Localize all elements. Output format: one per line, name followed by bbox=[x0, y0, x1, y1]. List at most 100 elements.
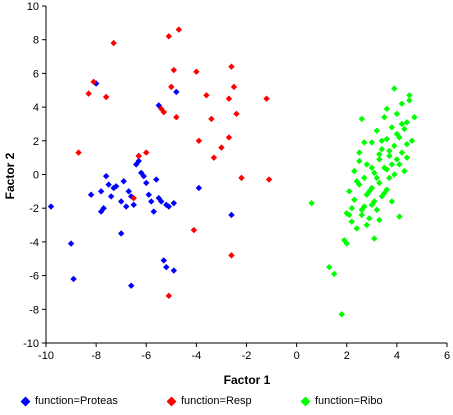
data-point-series-3 bbox=[378, 193, 386, 200]
data-point-series-3 bbox=[373, 206, 381, 214]
data-point-series-2 bbox=[263, 95, 270, 102]
x-tick-label: -10 bbox=[38, 350, 54, 362]
data-point-series-2 bbox=[173, 114, 180, 121]
data-point-series-1 bbox=[107, 193, 115, 200]
data-point-series-3 bbox=[358, 115, 365, 123]
data-point-series-1 bbox=[123, 203, 130, 210]
scatter-chart: -10 -8 -6 -4 -2 0 2 4 6 -10 -8 -6 -4 -2 0 2 4 6 8 10 Factor… bbox=[3, 1, 450, 387]
data-point-series-3 bbox=[401, 125, 408, 133]
data-point-series-3 bbox=[398, 120, 406, 128]
data-point-series-1 bbox=[47, 203, 55, 210]
data-point-series-1 bbox=[153, 176, 160, 183]
data-point-series-3 bbox=[356, 157, 363, 165]
x-tick-label: 6 bbox=[444, 350, 450, 362]
data-point-series-3 bbox=[353, 225, 360, 232]
data-point-series-3 bbox=[371, 169, 378, 177]
data-point-series-1 bbox=[165, 203, 173, 210]
data-point-series-2 bbox=[195, 137, 203, 144]
data-point-series-1 bbox=[70, 275, 77, 283]
data-point-series-1 bbox=[120, 178, 127, 185]
data-point-series-3 bbox=[406, 92, 413, 99]
data-point-series-3 bbox=[376, 179, 383, 187]
data-point-series-3 bbox=[368, 201, 376, 209]
data-point-series-1 bbox=[125, 188, 132, 195]
data-point-series-3 bbox=[393, 156, 401, 163]
y-tick-label: 4 bbox=[33, 102, 39, 114]
data-point-series-1 bbox=[160, 257, 167, 264]
data-point-series-1 bbox=[67, 240, 75, 247]
data-point-series-2 bbox=[265, 176, 273, 183]
data-point-series-3 bbox=[371, 235, 378, 242]
data-point-series-1 bbox=[102, 172, 110, 180]
data-point-series-3 bbox=[348, 218, 355, 225]
data-point-series-1 bbox=[150, 208, 157, 215]
y-axis-title: Factor 2 bbox=[3, 152, 17, 199]
data-point-series-3 bbox=[346, 188, 353, 195]
data-point-series-1 bbox=[92, 80, 100, 87]
data-point-series-3 bbox=[368, 164, 376, 171]
legend-label: function=Resp bbox=[181, 395, 252, 407]
data-point-series-3 bbox=[361, 139, 368, 146]
data-point-series-3 bbox=[351, 167, 358, 175]
data-point-series-3 bbox=[358, 211, 365, 219]
data-point-series-2 bbox=[225, 95, 233, 102]
legend-item-series-3: function=Ribo bbox=[300, 395, 383, 407]
legend-item-series-2: function=Resp bbox=[166, 395, 252, 407]
legend: function=Proteas function=Resp function=Ri… bbox=[0, 393, 453, 413]
data-point-series-1 bbox=[170, 199, 178, 207]
data-point-series-1 bbox=[148, 198, 155, 205]
y-tick-label: -6 bbox=[29, 271, 39, 283]
y-tick-label: 8 bbox=[33, 35, 39, 47]
y-tick-label: -8 bbox=[29, 304, 39, 316]
data-point-series-1 bbox=[100, 205, 107, 212]
data-point-series-3 bbox=[383, 105, 391, 112]
data-point-series-3 bbox=[346, 211, 353, 219]
data-point-series-3 bbox=[376, 156, 383, 163]
data-point-series-1 bbox=[117, 230, 125, 237]
data-point-series-2 bbox=[225, 134, 233, 141]
data-point-series-3 bbox=[361, 174, 368, 182]
data-point-series-3 bbox=[378, 137, 386, 144]
data-point-series-3 bbox=[386, 147, 393, 155]
data-point-series-2 bbox=[168, 83, 175, 91]
data-point-series-2 bbox=[143, 149, 150, 156]
data-point-series-3 bbox=[348, 205, 355, 212]
data-point-series-2 bbox=[190, 226, 198, 234]
data-point-series-3 bbox=[386, 152, 393, 160]
data-point-series-3 bbox=[366, 215, 373, 222]
data-point-series-2 bbox=[165, 33, 173, 40]
data-point-series-3 bbox=[363, 161, 370, 168]
data-point-series-3 bbox=[406, 97, 413, 104]
data-point-series-2 bbox=[130, 194, 137, 202]
data-point-series-1 bbox=[228, 211, 235, 219]
data-point-series-3 bbox=[338, 311, 345, 318]
data-point-series-3 bbox=[401, 167, 408, 175]
legend-label: function=Ribo bbox=[315, 395, 383, 407]
data-point-series-3 bbox=[373, 127, 381, 134]
data-point-series-1 bbox=[155, 194, 162, 202]
legend-swatch bbox=[300, 396, 311, 406]
data-point-series-1 bbox=[128, 193, 135, 200]
data-point-series-3 bbox=[393, 110, 401, 118]
data-point-series-3 bbox=[388, 124, 396, 131]
x-axis-title: Factor 1 bbox=[224, 373, 271, 387]
data-point-series-1 bbox=[135, 157, 142, 165]
y-tick-label: 10 bbox=[27, 1, 39, 13]
data-point-series-2 bbox=[165, 292, 173, 300]
data-point-series-3 bbox=[361, 203, 368, 210]
data-point-series-2 bbox=[218, 144, 225, 151]
data-point-series-3 bbox=[391, 171, 398, 178]
data-point-series-3 bbox=[341, 237, 348, 244]
data-point-series-2 bbox=[160, 108, 167, 116]
x-tick-label: 2 bbox=[344, 350, 350, 362]
plot-area bbox=[47, 26, 418, 318]
data-point-series-2 bbox=[203, 92, 210, 99]
data-point-series-3 bbox=[376, 216, 383, 224]
data-point-series-3 bbox=[363, 191, 370, 198]
data-point-series-3 bbox=[373, 174, 381, 182]
legend-swatch bbox=[20, 396, 31, 406]
data-point-series-3 bbox=[386, 174, 393, 182]
data-point-series-1 bbox=[97, 188, 105, 195]
data-point-series-3 bbox=[368, 139, 376, 146]
data-point-series-1 bbox=[117, 198, 125, 205]
